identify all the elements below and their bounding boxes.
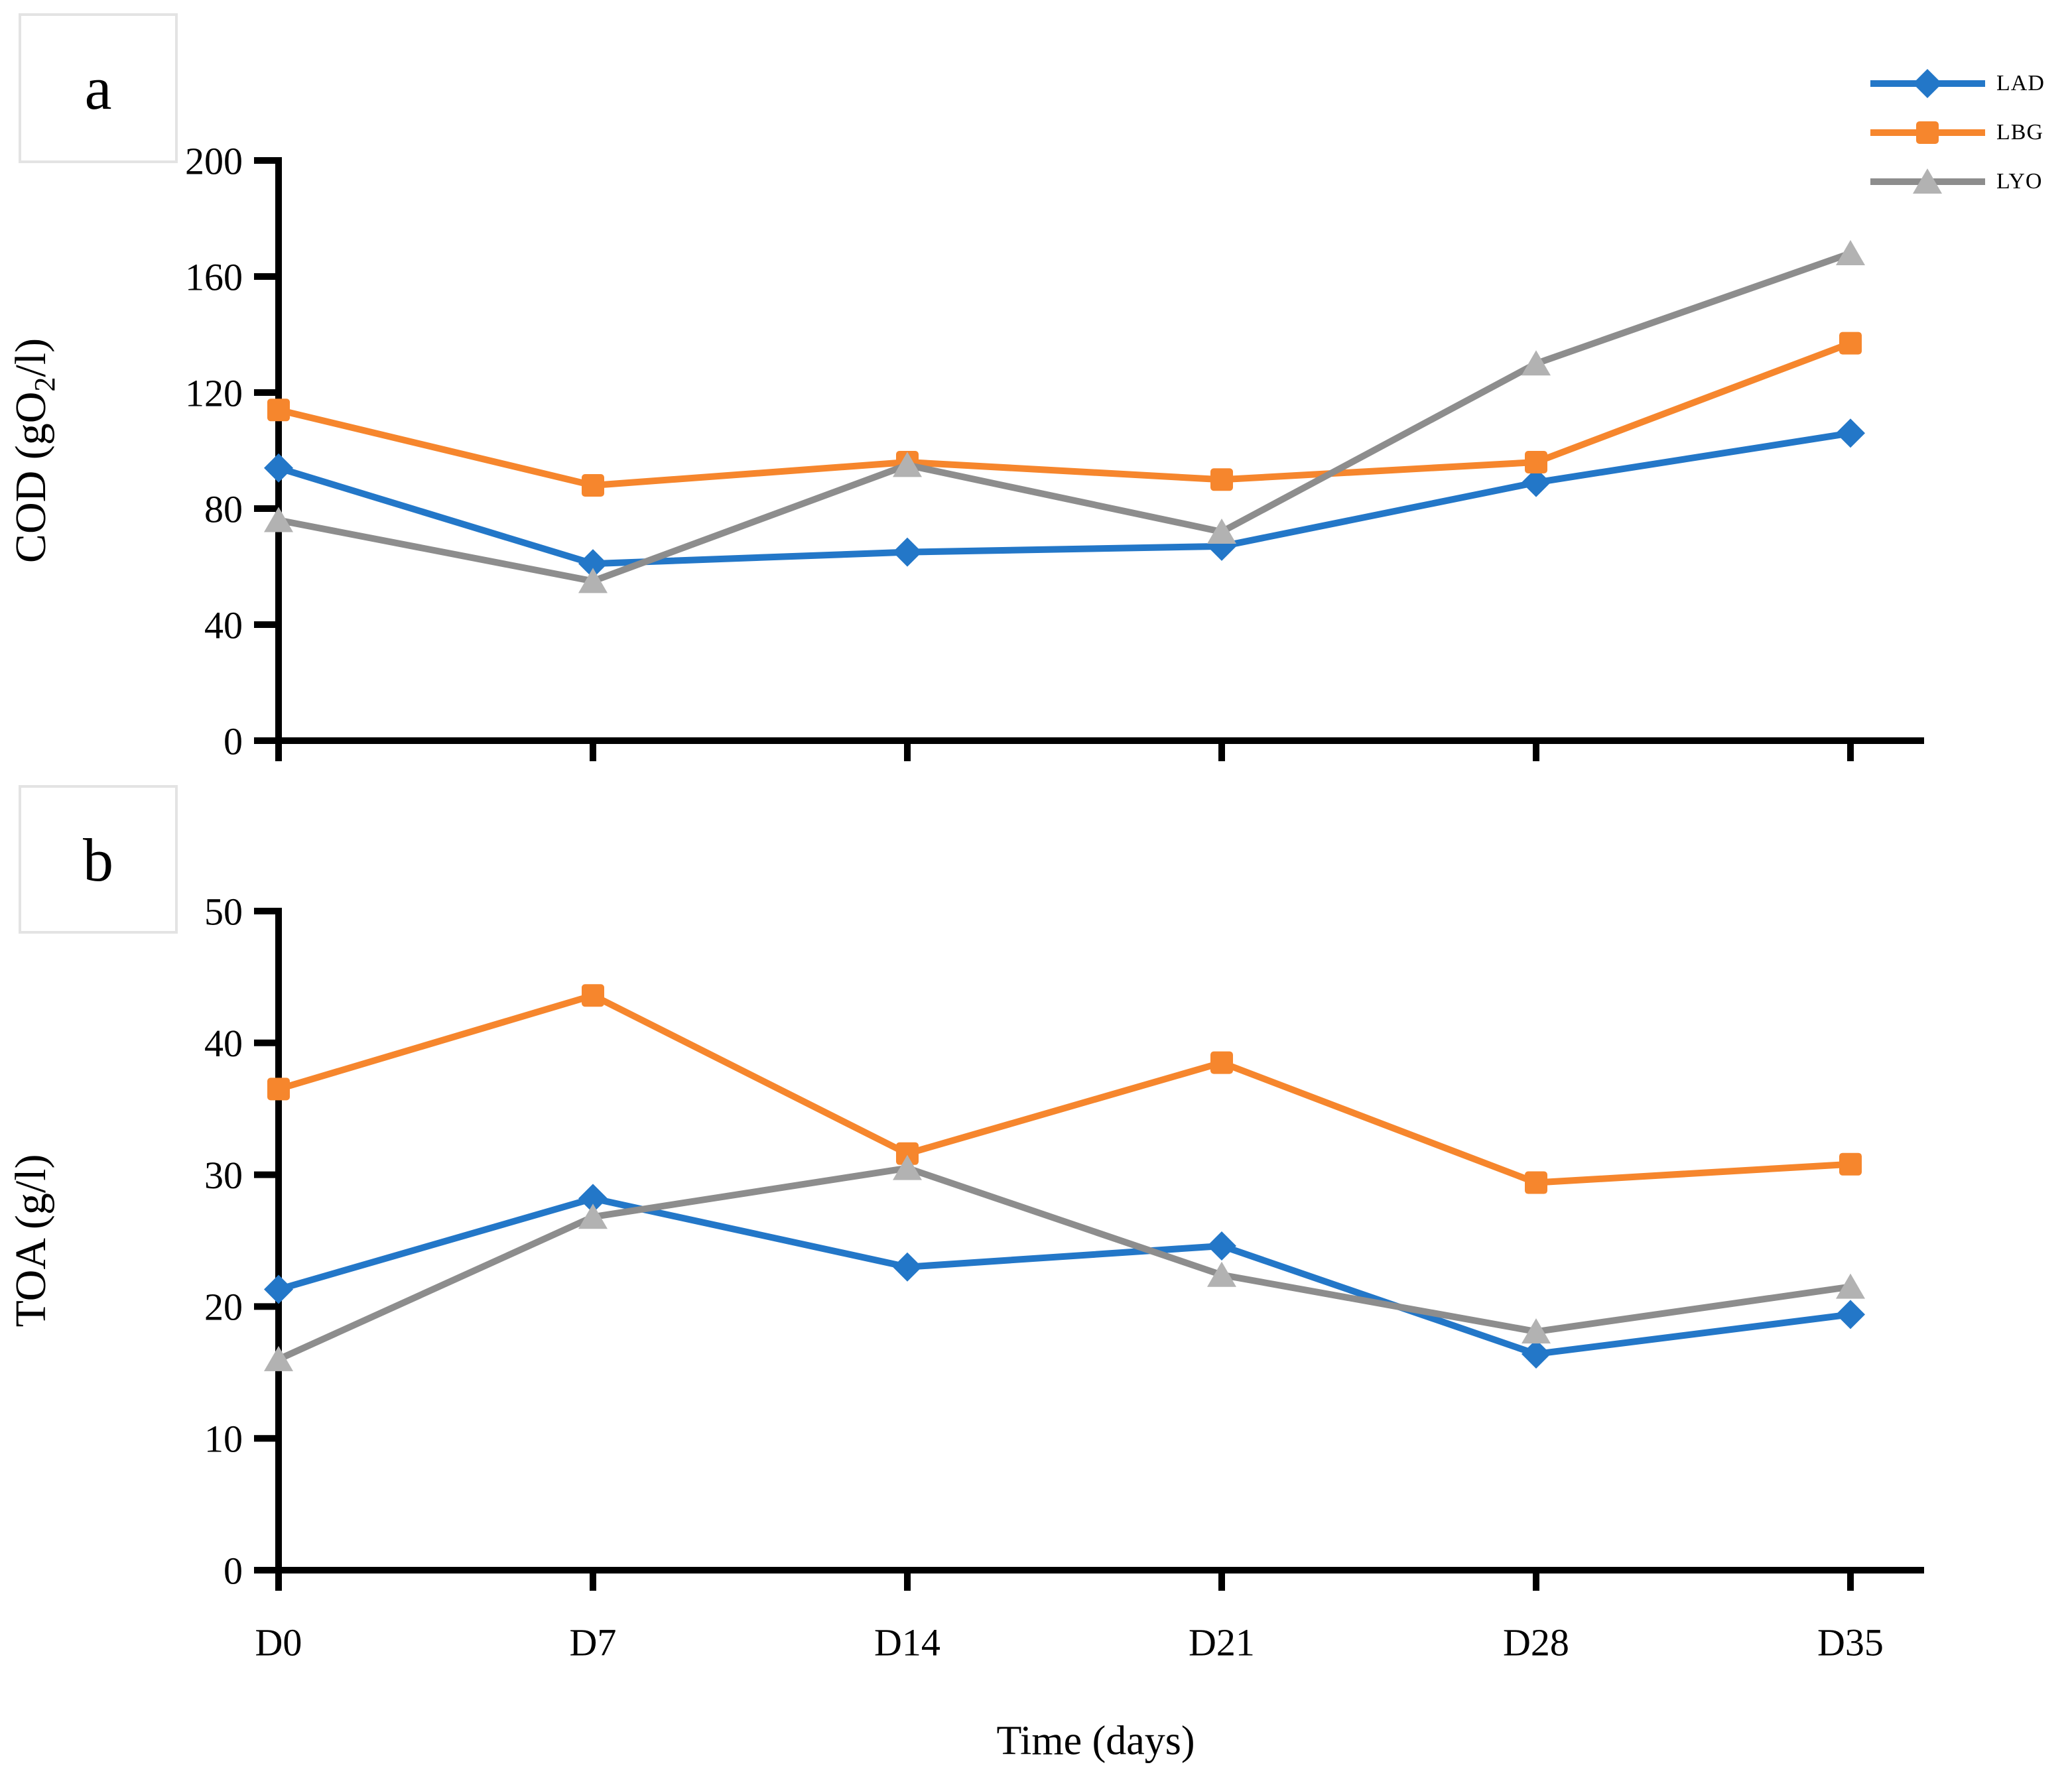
panel-label-a-text: a bbox=[84, 54, 112, 122]
marker-LBG-D14 bbox=[896, 1142, 919, 1165]
x-tick-label-D21: D21 bbox=[1189, 1621, 1255, 1664]
legend: LAD LBG LYO bbox=[1870, 58, 2045, 206]
chart-panel-b: 0 10 20 30 40 50 TOA (g/l) D0 D7 D14 D21 D28 D35 Time… bbox=[7, 890, 1924, 1764]
marker-LYO-D21 bbox=[1207, 519, 1236, 544]
chart-panel-a: 0 40 80 120 160 200 COD (gO2/l) bbox=[7, 139, 1924, 763]
y-tick-label-a-80: 80 bbox=[204, 487, 243, 530]
marker-LAD-D0 bbox=[264, 1274, 293, 1304]
marker-LYO-D35 bbox=[1836, 1273, 1865, 1299]
x-tick-label-D7: D7 bbox=[570, 1621, 617, 1664]
legend-item-lbg: LBG bbox=[1870, 107, 2045, 156]
marker-LBG-D35 bbox=[1839, 332, 1862, 355]
marker-LBG-D35 bbox=[1839, 1152, 1862, 1176]
legend-swatch-lbg bbox=[1870, 121, 1985, 143]
x-tick-label-D14: D14 bbox=[874, 1621, 940, 1664]
legend-label-lyo: LYO bbox=[1996, 168, 2043, 193]
legend-label-lbg: LBG bbox=[1996, 119, 2043, 144]
panel-label-a: a bbox=[19, 13, 178, 163]
y-tick-label-b-20: 20 bbox=[204, 1286, 243, 1329]
marker-LAD-D14 bbox=[893, 1252, 922, 1282]
x-tick-label-D0: D0 bbox=[255, 1621, 302, 1664]
y-axis-title-b: TOA (g/l) bbox=[7, 1154, 55, 1327]
y-tick-label-b-10: 10 bbox=[204, 1418, 243, 1461]
series-line-LYO bbox=[278, 250, 1852, 585]
marker-LBG-D28 bbox=[1525, 451, 1547, 473]
legend-marker-LYO bbox=[1913, 168, 1942, 193]
series-line-LBG bbox=[277, 992, 1851, 1186]
marker-LBG-D0 bbox=[267, 1078, 290, 1101]
legend-marker-LAD bbox=[1913, 68, 1942, 97]
marker-LAD-D21 bbox=[1207, 1231, 1236, 1261]
marker-LBG-D21 bbox=[1210, 1051, 1233, 1074]
x-axis-title: Time (days) bbox=[996, 1719, 1195, 1764]
marker-LAD-D0 bbox=[264, 453, 293, 483]
series-line-LYO bbox=[277, 1164, 1851, 1363]
marker-LBG-D7 bbox=[582, 474, 604, 497]
marker-LBG-D28 bbox=[1525, 1171, 1547, 1194]
series-line-LAD bbox=[277, 1195, 1851, 1357]
marker-LAD-D7 bbox=[578, 549, 608, 579]
legend-label-lad: LAD bbox=[1996, 70, 2045, 95]
marker-LAD-D7 bbox=[578, 1184, 608, 1213]
marker-LYO-D28 bbox=[1522, 350, 1551, 376]
y-axis-title-a: COD (gO2/l) bbox=[7, 338, 61, 563]
y-tick-label-b-0: 0 bbox=[224, 1549, 243, 1592]
marker-LYO-D7 bbox=[578, 568, 608, 593]
y-tick-label-a-200: 200 bbox=[185, 139, 243, 182]
marker-LYO-D0 bbox=[264, 1345, 293, 1371]
series-line-LBG bbox=[277, 339, 1852, 489]
legend-swatch-lad bbox=[1870, 68, 1985, 97]
y-tick-label-a-40: 40 bbox=[204, 603, 243, 647]
panel-label-b: b bbox=[19, 785, 178, 934]
marker-LYO-D28 bbox=[1522, 1318, 1551, 1344]
marker-LAD-D28 bbox=[1522, 467, 1551, 497]
legend-marker-LBG bbox=[1916, 121, 1939, 143]
marker-LYO-D0 bbox=[264, 507, 293, 532]
x-tick-label-D28: D28 bbox=[1503, 1621, 1569, 1664]
x-tick-label-D35: D35 bbox=[1817, 1621, 1884, 1664]
legend-item-lad: LAD bbox=[1870, 58, 2045, 107]
y-tick-label-a-120: 120 bbox=[185, 371, 243, 414]
marker-LAD-D35 bbox=[1836, 1300, 1865, 1329]
y-tick-label-b-50: 50 bbox=[204, 890, 243, 933]
marker-LAD-D14 bbox=[893, 537, 922, 567]
marker-LBG-D7 bbox=[582, 984, 604, 1007]
y-tick-label-b-30: 30 bbox=[204, 1154, 243, 1197]
y-tick-label-a-0: 0 bbox=[224, 719, 243, 763]
legend-swatch-lyo bbox=[1870, 168, 1985, 193]
marker-LYO-D35 bbox=[1836, 240, 1865, 265]
marker-LAD-D35 bbox=[1836, 418, 1865, 448]
panel-label-b-text: b bbox=[83, 826, 113, 893]
marker-LAD-D28 bbox=[1522, 1339, 1551, 1369]
marker-LBG-D0 bbox=[267, 399, 290, 422]
marker-LBG-D21 bbox=[1210, 468, 1233, 491]
marker-LYO-D14 bbox=[893, 1154, 922, 1180]
series-line-LAD bbox=[277, 430, 1851, 568]
marker-LYO-D14 bbox=[893, 452, 922, 477]
marker-LYO-D7 bbox=[578, 1203, 608, 1229]
legend-item-lyo: LYO bbox=[1870, 156, 2045, 206]
y-tick-label-b-40: 40 bbox=[204, 1022, 243, 1065]
marker-LYO-D21 bbox=[1207, 1261, 1236, 1287]
y-tick-label-a-160: 160 bbox=[185, 255, 243, 298]
